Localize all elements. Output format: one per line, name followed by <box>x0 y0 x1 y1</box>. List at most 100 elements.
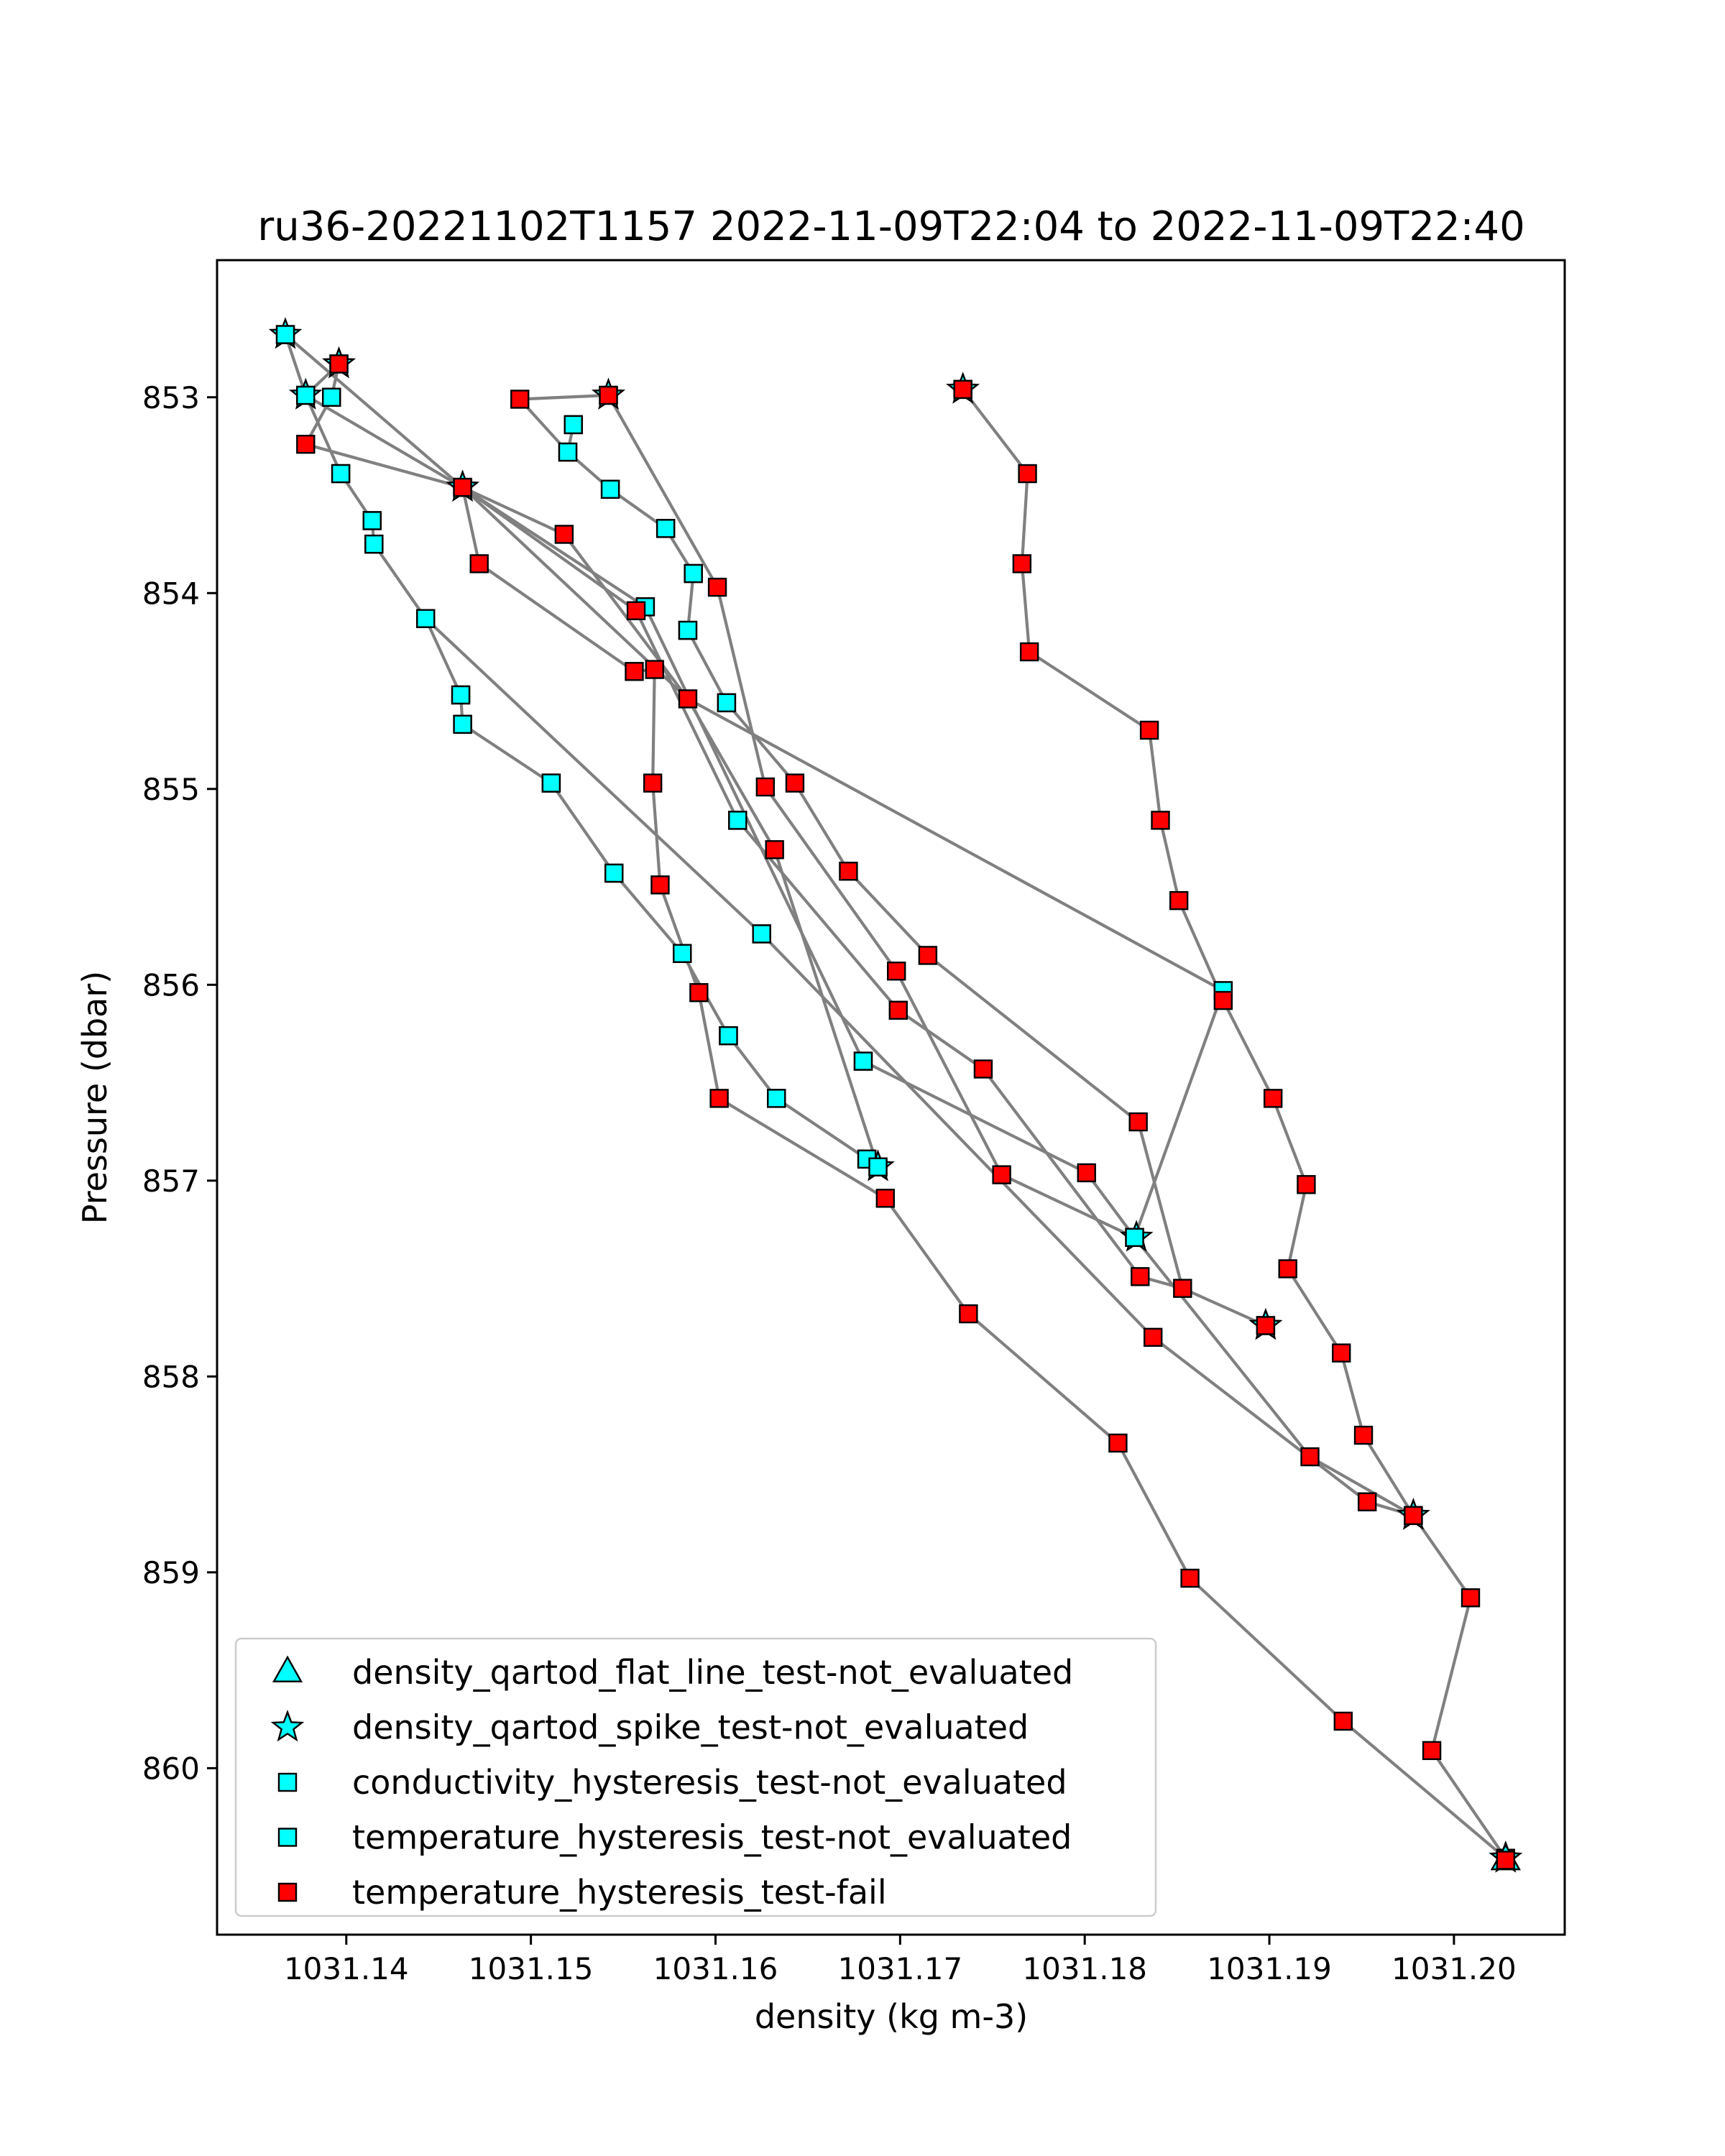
data-point <box>888 1000 908 1020</box>
data-point <box>1144 1327 1163 1348</box>
data-point <box>918 946 938 965</box>
data-point <box>853 1051 873 1071</box>
chart-title: ru36-20221102T1157 2022-11-09T22:04 to 2… <box>257 203 1524 250</box>
series-paths <box>284 333 1507 1860</box>
data-point <box>296 434 316 454</box>
legend-marker <box>277 1882 298 1902</box>
data-point <box>1139 720 1159 740</box>
data-point <box>755 777 776 797</box>
data-point <box>1128 1112 1148 1132</box>
data-point <box>1108 1433 1128 1453</box>
data-point <box>416 609 436 628</box>
data-point <box>959 1304 978 1324</box>
data-point <box>469 554 489 573</box>
data-point <box>673 944 692 963</box>
data-point <box>1496 1851 1516 1870</box>
data-point <box>453 477 472 497</box>
data-point <box>275 325 295 344</box>
data-point <box>331 464 351 484</box>
spike-stars-overlay <box>322 346 1523 1873</box>
data-point <box>322 387 341 407</box>
data-point <box>875 1189 895 1208</box>
data-point <box>707 577 727 597</box>
y-tick-label: 854 <box>142 576 200 611</box>
data-point <box>785 773 805 793</box>
legend-marker <box>270 1709 305 1742</box>
data-point <box>973 1059 993 1079</box>
legend-item: conductivity_hysteresis_test-not_evaluat… <box>277 1763 1067 1802</box>
data-point <box>887 962 906 981</box>
legend-item: temperature_hysteresis_test-not_evaluate… <box>277 1818 1072 1857</box>
profile-line-3 <box>284 333 1415 1517</box>
data-markers <box>268 317 1523 1873</box>
x-tick-label: 1031.20 <box>1392 1951 1517 1986</box>
data-point <box>643 773 663 793</box>
x-tick-label: 1031.17 <box>837 1951 962 1986</box>
data-point <box>678 689 698 709</box>
data-point <box>626 601 646 621</box>
data-point <box>1213 990 1233 1010</box>
legend-marker <box>277 1828 298 1847</box>
y-tick-label: 855 <box>142 772 200 807</box>
y-tick-label: 853 <box>142 380 200 415</box>
data-point <box>765 840 784 860</box>
data-point <box>752 924 771 944</box>
legend-marker <box>277 1772 298 1792</box>
data-point <box>296 385 316 405</box>
data-point <box>728 811 748 830</box>
data-point <box>992 1165 1011 1184</box>
data-point <box>1018 464 1037 484</box>
data-point <box>1333 1711 1353 1731</box>
x-tick-label: 1031.15 <box>469 1951 594 1986</box>
series-3 <box>275 325 1233 1248</box>
x-tick-label: 1031.14 <box>284 1951 409 1986</box>
data-point <box>604 863 624 883</box>
y-axis-label: Pressure (dbar) <box>75 971 114 1224</box>
data-point <box>541 773 561 793</box>
data-point <box>1180 1568 1200 1588</box>
legend-item: temperature_hysteresis_test-fail <box>277 1873 887 1912</box>
legend-label: temperature_hysteresis_test-fail <box>352 1873 887 1912</box>
data-point <box>684 563 703 584</box>
data-point <box>953 379 972 400</box>
legend-marker <box>272 1655 303 1682</box>
x-tick-label: 1031.19 <box>1207 1951 1332 1986</box>
data-point <box>650 875 670 895</box>
data-point <box>510 390 530 409</box>
data-point <box>364 534 384 554</box>
legend-label: temperature_hysteresis_test-not_evaluate… <box>352 1818 1072 1857</box>
y-tick-label: 859 <box>142 1555 200 1590</box>
data-point <box>1332 1343 1351 1363</box>
legend: density_qartod_flat_line_test-not_evalua… <box>234 1637 1157 1917</box>
data-point <box>362 511 382 530</box>
legend-label: density_qartod_spike_test-not_evaluated <box>352 1708 1029 1747</box>
legend-item: density_qartod_flat_line_test-not_evalua… <box>272 1653 1073 1692</box>
legend-box <box>234 1637 1157 1917</box>
y-tick-label: 858 <box>142 1359 200 1394</box>
x-axis-label: density (kg m-3) <box>755 1997 1028 2036</box>
data-point <box>1256 1316 1276 1335</box>
data-point <box>453 714 472 734</box>
data-point <box>625 662 644 681</box>
data-point <box>1404 1506 1423 1526</box>
data-point <box>689 983 709 1003</box>
data-point <box>600 479 620 499</box>
data-point <box>1125 1227 1144 1248</box>
data-point <box>1300 1447 1320 1467</box>
data-point <box>1173 1279 1192 1298</box>
legend-item: density_qartod_spike_test-not_evaluated <box>270 1708 1029 1747</box>
x-tick-label: 1031.16 <box>653 1951 778 1986</box>
data-point <box>1460 1588 1481 1608</box>
data-point <box>1019 642 1039 662</box>
data-point <box>656 519 676 538</box>
data-point <box>1278 1259 1297 1279</box>
data-point <box>1297 1175 1316 1194</box>
data-point <box>558 442 578 462</box>
data-point <box>554 525 574 544</box>
x-axis: 1031.14 1031.15 1031.16 1031.17 1031.18 1031.… <box>284 1935 1517 1986</box>
data-point <box>1077 1163 1096 1183</box>
data-point <box>1353 1425 1374 1445</box>
data-point <box>645 660 664 679</box>
data-point <box>767 1089 786 1108</box>
